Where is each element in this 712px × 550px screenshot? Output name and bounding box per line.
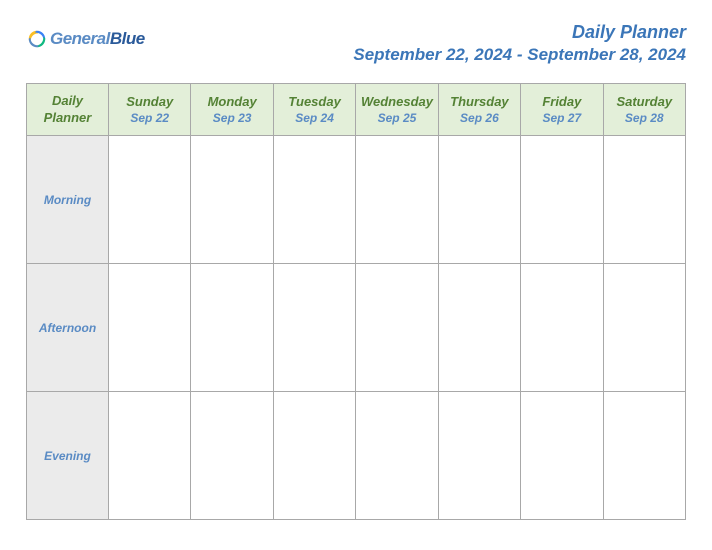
document-header: GeneralBlue Daily Planner September 22, … — [26, 22, 686, 65]
day-name: Tuesday — [274, 94, 355, 109]
day-name: Friday — [521, 94, 602, 109]
day-header-wed: Wednesday Sep 25 — [356, 84, 438, 136]
slot[interactable] — [191, 392, 273, 520]
planner-table: Daily Planner Sunday Sep 22 Monday Sep 2… — [26, 83, 686, 520]
day-name: Wednesday — [356, 94, 437, 109]
slot[interactable] — [109, 136, 191, 264]
slot[interactable] — [356, 392, 438, 520]
day-header-mon: Monday Sep 23 — [191, 84, 273, 136]
date-range: September 22, 2024 - September 28, 2024 — [353, 45, 686, 65]
day-name: Thursday — [439, 94, 520, 109]
corner-cell: Daily Planner — [27, 84, 109, 136]
logo: GeneralBlue — [26, 22, 145, 50]
row-afternoon: Afternoon — [27, 264, 686, 392]
slot[interactable] — [521, 392, 603, 520]
row-evening: Evening — [27, 392, 686, 520]
slot[interactable] — [438, 136, 520, 264]
slot[interactable] — [191, 136, 273, 264]
corner-label: Daily Planner — [44, 93, 92, 125]
day-date: Sep 22 — [109, 111, 190, 125]
day-header-tue: Tuesday Sep 24 — [273, 84, 355, 136]
logo-text-blue: Blue — [110, 29, 145, 49]
page-title: Daily Planner — [353, 22, 686, 43]
day-header-thu: Thursday Sep 26 — [438, 84, 520, 136]
row-morning: Morning — [27, 136, 686, 264]
slot[interactable] — [109, 264, 191, 392]
day-date: Sep 28 — [604, 111, 685, 125]
slot[interactable] — [273, 264, 355, 392]
day-date: Sep 25 — [356, 111, 437, 125]
slot[interactable] — [356, 264, 438, 392]
title-block: Daily Planner September 22, 2024 - Septe… — [353, 22, 686, 65]
day-header-sun: Sunday Sep 22 — [109, 84, 191, 136]
slot[interactable] — [273, 136, 355, 264]
day-date: Sep 27 — [521, 111, 602, 125]
logo-text-general: General — [50, 29, 110, 49]
period-label-morning: Morning — [27, 136, 109, 264]
slot[interactable] — [521, 264, 603, 392]
slot[interactable] — [356, 136, 438, 264]
slot[interactable] — [109, 392, 191, 520]
slot[interactable] — [273, 392, 355, 520]
period-label-afternoon: Afternoon — [27, 264, 109, 392]
slot[interactable] — [191, 264, 273, 392]
slot[interactable] — [603, 264, 685, 392]
header-row: Daily Planner Sunday Sep 22 Monday Sep 2… — [27, 84, 686, 136]
day-name: Sunday — [109, 94, 190, 109]
day-header-fri: Friday Sep 27 — [521, 84, 603, 136]
day-date: Sep 23 — [191, 111, 272, 125]
slot[interactable] — [603, 136, 685, 264]
slot[interactable] — [438, 392, 520, 520]
slot[interactable] — [521, 136, 603, 264]
day-date: Sep 26 — [439, 111, 520, 125]
day-name: Saturday — [604, 94, 685, 109]
slot[interactable] — [438, 264, 520, 392]
day-header-sat: Saturday Sep 28 — [603, 84, 685, 136]
day-date: Sep 24 — [274, 111, 355, 125]
slot[interactable] — [603, 392, 685, 520]
period-label-evening: Evening — [27, 392, 109, 520]
swirl-icon — [26, 28, 48, 50]
day-name: Monday — [191, 94, 272, 109]
